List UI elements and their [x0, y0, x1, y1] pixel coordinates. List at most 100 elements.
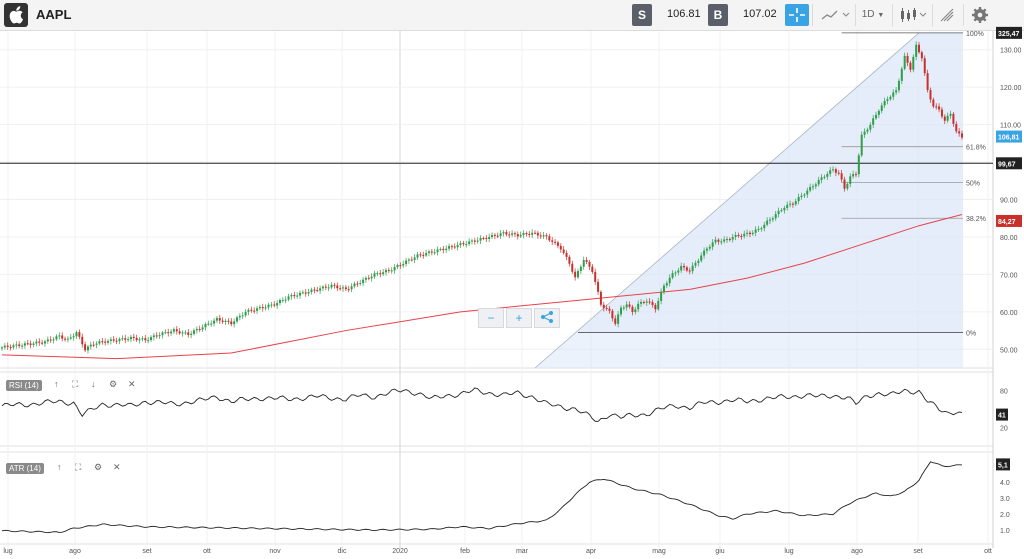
time-axis[interactable]: lug ago set ott nov dic 2020 feb mar apr mag giu lug… [3, 548, 992, 555]
time-tick-label: ott [203, 548, 211, 555]
candle-body [18, 344, 21, 347]
candle-body [548, 236, 551, 241]
candle-body [568, 256, 571, 264]
candle-body [912, 56, 915, 70]
candle-body [866, 129, 869, 132]
fib-level-label: 38.2% [966, 216, 986, 223]
close-icon[interactable]: ✕ [113, 462, 121, 472]
candle-body [794, 201, 797, 205]
candle-body [565, 252, 568, 257]
candle-body [333, 284, 336, 286]
candle-body [473, 240, 476, 242]
candle-body [614, 318, 617, 324]
candle-body [809, 187, 812, 191]
candle-body [442, 248, 445, 251]
candle-body [703, 250, 706, 256]
crosshair-button[interactable] [785, 4, 809, 26]
candle-body [932, 99, 935, 107]
candle-body [797, 196, 800, 202]
candle-body [826, 173, 829, 177]
candle-body [342, 287, 345, 289]
candle-body [422, 254, 425, 256]
move-down-icon[interactable]: ↓ [91, 379, 96, 389]
maximize-icon[interactable]: ⛶ [75, 462, 82, 472]
candle-body [800, 195, 803, 197]
rsi-label[interactable]: RSI (14) [6, 380, 42, 391]
fibonacci-retracement[interactable]: 100% 61.8% 50% 38.2% 0% [534, 31, 986, 369]
candle-body [883, 101, 886, 106]
zoom-in-button[interactable]: + [506, 308, 532, 328]
candle-body [832, 169, 835, 171]
price-tag-background [996, 26, 1022, 39]
close-icon[interactable]: ✕ [128, 379, 136, 389]
time-tick-label: 2020 [392, 548, 408, 555]
candle-body [376, 273, 379, 275]
rsi-panel: 80 20 41 [1, 387, 1008, 433]
candle-body [760, 228, 763, 230]
maximize-icon[interactable]: ⛶ [72, 379, 79, 389]
candle-body [23, 343, 26, 346]
price-tag-label: 84,27 [998, 219, 1016, 226]
candle-body [445, 248, 448, 251]
candle-body [806, 190, 809, 195]
candle-body [625, 304, 628, 308]
gear-icon[interactable]: ⚙ [94, 462, 103, 472]
candle-body [310, 289, 313, 293]
time-tick-label: ago [851, 548, 863, 555]
candle-body [419, 254, 422, 256]
divider [963, 4, 964, 26]
price-axis[interactable]: 50.0060.0070.0080.0090.00100.00110.00120… [996, 26, 1022, 354]
gear-icon[interactable]: ⚙ [109, 379, 118, 389]
candle-body [324, 286, 327, 288]
buy-button[interactable]: B [708, 4, 728, 26]
candle-body [416, 254, 419, 258]
candle-body [875, 114, 878, 119]
candle-body [900, 68, 903, 81]
candle-body [829, 170, 832, 174]
candle-body [840, 173, 843, 180]
candle-body [863, 131, 866, 135]
candle-body [347, 289, 350, 291]
candle-body [482, 237, 485, 239]
atr-tick-label: 3.0 [1000, 496, 1010, 503]
candle-body [525, 233, 528, 235]
candle-body [872, 118, 875, 125]
candle-body [46, 339, 49, 342]
candle-body [264, 307, 267, 309]
candlestick-button[interactable] [896, 4, 930, 26]
candle-body [150, 337, 153, 341]
sell-button[interactable]: S [632, 4, 652, 26]
fib-trendline [534, 32, 920, 369]
candle-body [780, 210, 783, 212]
candle-body [737, 235, 740, 237]
price-tag-label: 325,47 [998, 31, 1020, 38]
candle-body [235, 317, 238, 322]
drawing-tools-button[interactable] [936, 4, 960, 26]
zoom-out-button[interactable]: − [478, 308, 504, 328]
move-up-icon[interactable]: ↑ [57, 462, 62, 472]
fib-level-label: 0% [966, 330, 976, 337]
candle-body [187, 332, 190, 335]
move-up-icon[interactable]: ↑ [54, 379, 59, 389]
candle-body [293, 294, 296, 297]
atr-label[interactable]: ATR (14) [6, 463, 44, 474]
candle-body [327, 287, 330, 289]
candle-body [330, 284, 333, 288]
candle-body [121, 338, 124, 340]
candle-body [915, 44, 918, 57]
timeframe-select[interactable]: 1D ▼ [858, 4, 888, 26]
chart-type-button[interactable] [818, 4, 852, 26]
candle-body [204, 324, 207, 328]
candle-body [940, 109, 943, 117]
candle-body [852, 174, 855, 177]
candle-body [743, 233, 746, 237]
candle-body [648, 301, 651, 303]
candle-body [619, 307, 622, 315]
share-button[interactable] [534, 308, 560, 328]
settings-button[interactable] [968, 4, 992, 26]
candle-body [834, 169, 837, 173]
candle-body [250, 309, 253, 311]
candle-body [622, 307, 625, 309]
buy-price: 107.02 [743, 8, 777, 20]
